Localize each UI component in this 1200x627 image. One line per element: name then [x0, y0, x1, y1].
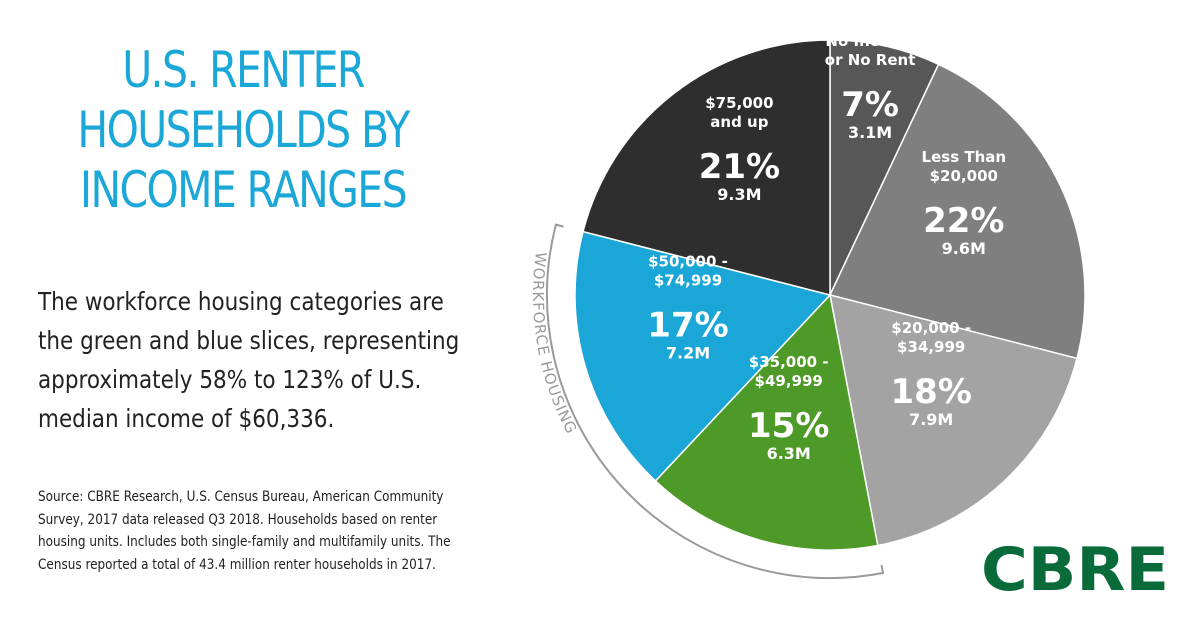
slice-label: $34,999: [897, 338, 965, 356]
slice-count: 6.3M: [767, 444, 811, 463]
source-line: Survey, 2017 data released Q3 2018. Hous…: [38, 511, 438, 528]
workforce-housing-text: WORKFORCE HOUSING: [529, 251, 580, 437]
title-line: INCOME RANGES: [80, 161, 408, 219]
slice-label: Less Than: [922, 148, 1007, 166]
pie-slice: [574, 230, 832, 482]
slice-count: 3.1M: [848, 123, 892, 142]
slice-percent: 15%: [748, 406, 829, 446]
title-line: U.S. RENTER: [122, 41, 365, 99]
description-line: approximately 58% to 123% of U.S.: [38, 365, 422, 394]
source-line: housing units. Includes both single-fami…: [38, 534, 451, 550]
slice-count: 9.6M: [942, 239, 986, 258]
slice-label: $74,999: [654, 271, 722, 289]
source-line: Source: CBRE Research, U.S. Census Burea…: [38, 489, 444, 505]
slice-label: and up: [710, 113, 768, 131]
source-note: Source: CBRE Research, U.S. Census Burea…: [38, 486, 451, 576]
slice-label: $49,999: [755, 372, 823, 390]
page-title: U.S. RENTER HOUSEHOLDS BY INCOME RANGES: [67, 40, 420, 220]
slice-count: 7.2M: [666, 343, 710, 362]
description-line: median income of $60,336.: [38, 404, 335, 433]
slice-percent: 7%: [841, 85, 899, 125]
description-line: the green and blue slices, representing: [38, 326, 460, 355]
slice-label: $20,000 -: [891, 319, 971, 337]
pie-slice: [582, 39, 831, 296]
description-line: The workforce housing categories are: [38, 287, 444, 316]
slice-label: or No Rent: [825, 51, 916, 69]
slice-label: $75,000: [705, 94, 773, 112]
source-line: Census reported a total of 43.4 million …: [38, 556, 436, 573]
title-line: HOUSEHOLDS BY: [77, 101, 410, 159]
slice-percent: 22%: [923, 201, 1004, 241]
slice-percent: 21%: [699, 147, 780, 187]
slice-label: No Income: [825, 32, 914, 50]
pie-slice: [829, 39, 940, 296]
slice-count: 9.3M: [717, 185, 761, 204]
pie-slice: [828, 63, 1086, 360]
slice-label: $20,000: [930, 167, 998, 185]
logo-text: CBRE: [981, 535, 1169, 603]
slice-label: $50,000 -: [648, 252, 728, 270]
slice-percent: 18%: [891, 372, 972, 412]
slice-label: $35,000 -: [749, 353, 829, 371]
workforce-housing-label: WORKFORCE HOUSING: [529, 251, 581, 437]
description: The workforce housing categories are the…: [38, 282, 460, 438]
slice-count: 7.9M: [909, 410, 953, 429]
cbre-logo: CBRE: [981, 535, 1169, 603]
slice-percent: 17%: [647, 305, 728, 345]
pie-slice: [654, 293, 879, 551]
workforce-bracket: [546, 223, 885, 579]
pie-slice: [829, 293, 1078, 547]
